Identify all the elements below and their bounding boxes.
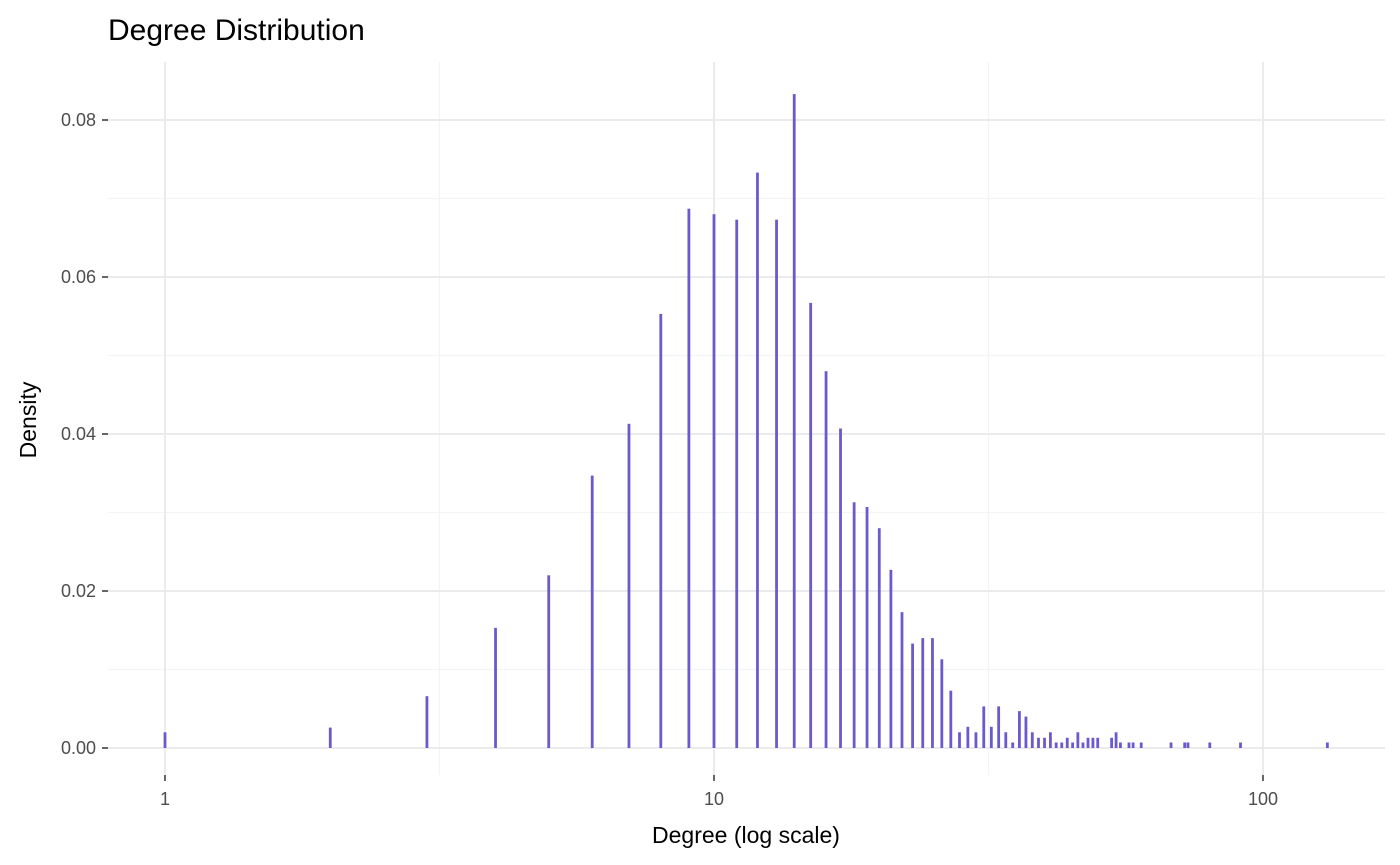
y-tick-label: 0.06 [61,267,96,287]
degree-bar [1169,742,1173,748]
degree-bar [1043,737,1046,748]
degree-bar [958,732,961,748]
degree-bar [1018,711,1021,748]
degree-bar [328,727,332,748]
degree-bar [627,423,631,748]
degree-bar [1325,742,1329,748]
degree-bar [877,528,881,748]
degree-bar [1030,732,1034,748]
degree-bar [1049,732,1052,748]
degree-bar [1024,716,1028,748]
degree-bar [792,94,796,749]
degree-bar [1065,737,1069,748]
degree-bar [1037,737,1040,748]
degree-bar [1208,742,1212,748]
y-axis-title: Density [15,381,41,458]
chart-title: Degree Distribution [108,14,365,47]
x-tick-label: 10 [704,789,724,809]
grid [108,62,1385,775]
y-tick-label: 0.00 [61,738,96,758]
degree-bar [547,575,551,748]
degree-bar [900,612,904,748]
degree-bar [989,726,993,748]
degree-bar [1060,742,1064,748]
degree-bar [1131,742,1135,748]
axes: 0.00 0.02 0.04 0.06 0.08 1 10 100 [61,110,1278,809]
degree-bar [775,219,778,748]
degree-bar [1139,742,1143,748]
degree-bar [949,690,953,748]
degree-bar [1086,737,1090,748]
x-tick-label: 1 [160,789,170,809]
degree-bar [921,638,925,748]
degree-bar [494,627,497,748]
degree-bar [687,208,691,748]
degree-bar [1091,737,1095,748]
degree-bar [659,313,663,748]
degree-bar [1054,742,1058,748]
degree-bar [1096,737,1100,748]
degree-bar [911,643,914,748]
degree-bar [809,302,813,748]
degree-bar [940,659,944,748]
degree-bar [865,507,869,748]
degree-bar [1114,732,1118,748]
degree-bar [1076,732,1080,748]
degree-bar [590,475,594,748]
bars [163,94,1329,749]
degree-bar [824,371,828,748]
degree-bar [1011,742,1015,748]
degree-bar [756,172,759,749]
degree-bar [966,726,970,748]
y-tick-label: 0.08 [61,110,96,130]
degree-bar [1186,742,1190,748]
degree-bar [839,428,842,748]
degree-bar [1071,742,1075,748]
degree-bar [425,696,429,748]
degree-bar [1127,742,1131,748]
x-tick-label: 100 [1248,789,1278,809]
degree-bar [163,732,167,748]
degree-bar [1081,742,1085,748]
degree-bar [1239,742,1242,748]
degree-bar [1110,737,1114,748]
degree-bar [1004,732,1008,748]
degree-bar [1119,742,1122,748]
degree-bar [982,706,986,748]
degree-bar [997,706,1001,748]
degree-bar [931,638,934,748]
degree-bar [974,732,978,748]
degree-bar [712,214,716,748]
degree-bar [889,569,893,748]
degree-bar [1183,742,1187,748]
y-tick-label: 0.04 [61,424,96,444]
degree-bar [735,219,739,748]
y-tick-label: 0.02 [61,581,96,601]
degree-bar [852,502,856,748]
x-axis-title: Degree (log scale) [652,822,840,848]
